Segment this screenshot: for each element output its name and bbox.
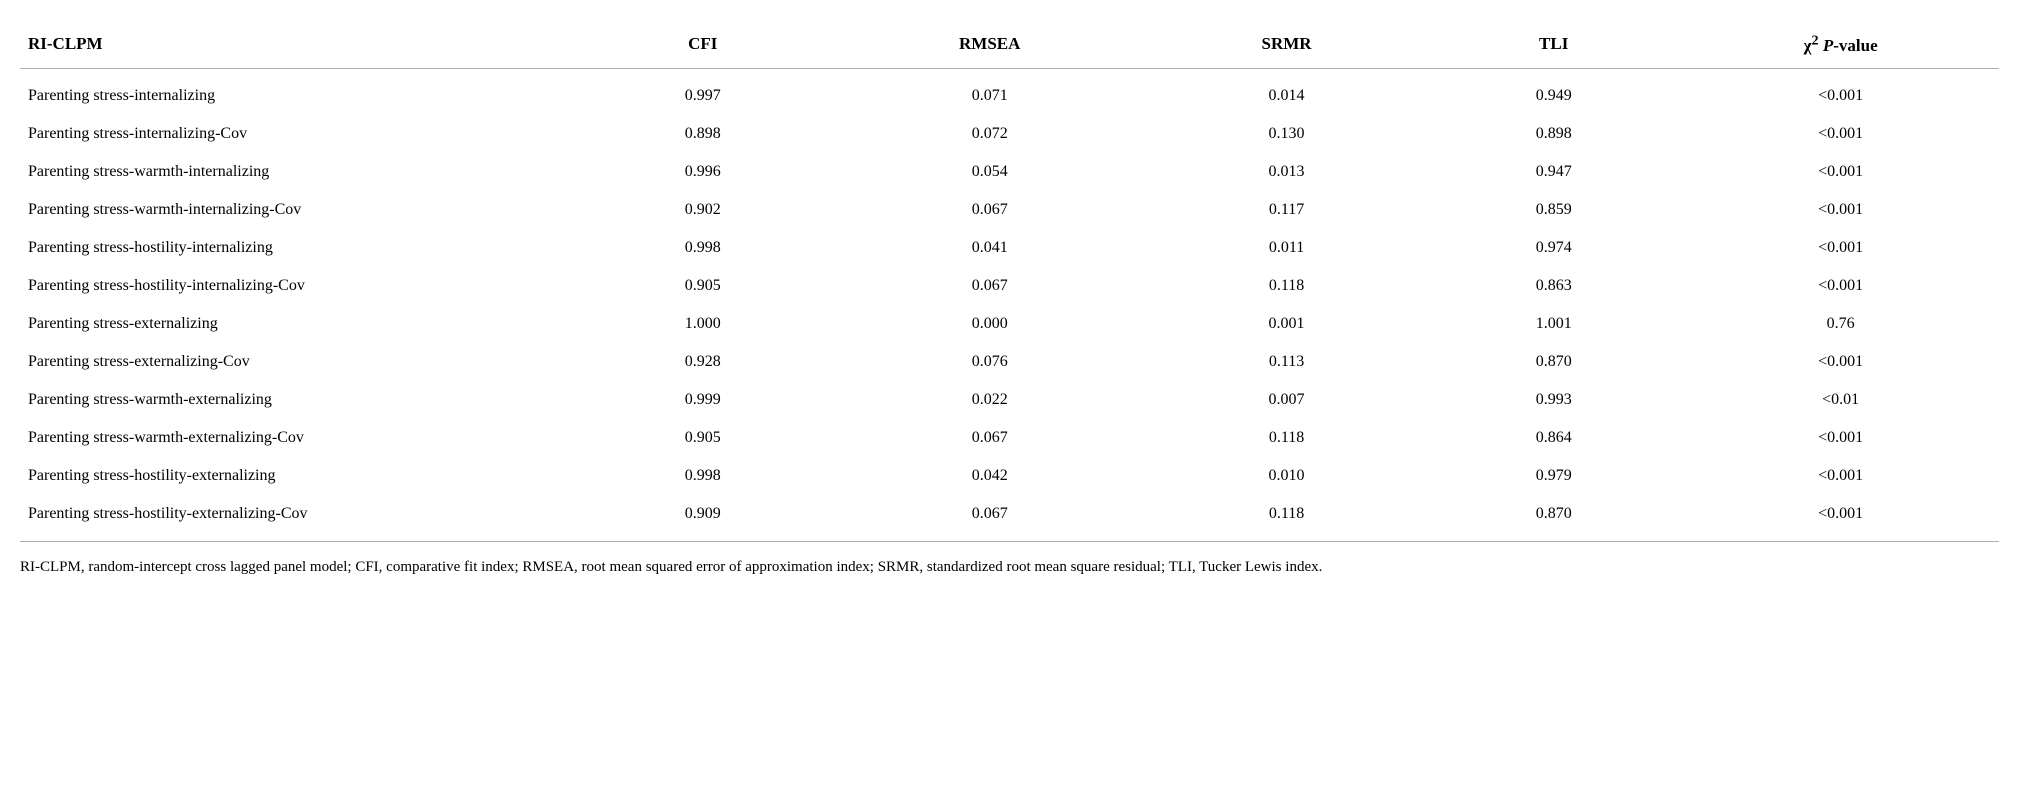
table-cell: 0.998 — [574, 229, 831, 267]
table-cell: Parenting stress-hostility-externalizing — [20, 457, 574, 495]
table-row: Parenting stress-warmth-externalizing-Co… — [20, 419, 1999, 457]
table-row: Parenting stress-hostility-externalizing… — [20, 495, 1999, 541]
table-cell: 0.042 — [831, 457, 1148, 495]
table-cell: 0.870 — [1425, 495, 1682, 541]
table-cell: 0.863 — [1425, 267, 1682, 305]
table-cell: 0.013 — [1148, 153, 1425, 191]
table-cell: Parenting stress-hostility-internalizing — [20, 229, 574, 267]
table-row: Parenting stress-hostility-internalizing… — [20, 267, 1999, 305]
table-cell: 0.113 — [1148, 343, 1425, 381]
table-cell: 0.014 — [1148, 68, 1425, 115]
table-cell: 0.067 — [831, 419, 1148, 457]
table-cell: <0.001 — [1682, 68, 1999, 115]
table-cell: 0.993 — [1425, 381, 1682, 419]
col-header-cfi: CFI — [574, 20, 831, 68]
table-cell: <0.001 — [1682, 191, 1999, 229]
table-cell: 0.902 — [574, 191, 831, 229]
table-cell: Parenting stress-hostility-internalizing… — [20, 267, 574, 305]
table-cell: 0.979 — [1425, 457, 1682, 495]
table-cell: 0.054 — [831, 153, 1148, 191]
table-row: Parenting stress-externalizing-Cov0.9280… — [20, 343, 1999, 381]
table-cell: <0.001 — [1682, 153, 1999, 191]
table-cell: 0.118 — [1148, 419, 1425, 457]
col-header-pvalue: χ2 P-value — [1682, 20, 1999, 68]
table-cell: 0.118 — [1148, 267, 1425, 305]
table-cell: 1.000 — [574, 305, 831, 343]
table-header: RI-CLPM CFI RMSEA SRMR TLI χ2 P-value — [20, 20, 1999, 68]
table-row: Parenting stress-warmth-externalizing0.9… — [20, 381, 1999, 419]
table-cell: 0.998 — [574, 457, 831, 495]
table-cell: 0.909 — [574, 495, 831, 541]
table-cell: 0.041 — [831, 229, 1148, 267]
table-cell: 0.898 — [574, 115, 831, 153]
table-cell: <0.001 — [1682, 419, 1999, 457]
table-cell: Parenting stress-warmth-externalizing-Co… — [20, 419, 574, 457]
table-cell: 0.011 — [1148, 229, 1425, 267]
table-cell: Parenting stress-warmth-internalizing — [20, 153, 574, 191]
table-row: Parenting stress-hostility-internalizing… — [20, 229, 1999, 267]
col-header-tli: TLI — [1425, 20, 1682, 68]
table-cell: 0.928 — [574, 343, 831, 381]
table-cell: 0.130 — [1148, 115, 1425, 153]
table-cell: <0.001 — [1682, 267, 1999, 305]
table-cell: <0.001 — [1682, 115, 1999, 153]
table-cell: <0.001 — [1682, 229, 1999, 267]
table-cell: 0.022 — [831, 381, 1148, 419]
table-cell: 0.905 — [574, 419, 831, 457]
table-row: Parenting stress-externalizing1.0000.000… — [20, 305, 1999, 343]
table-row: Parenting stress-internalizing-Cov0.8980… — [20, 115, 1999, 153]
table-cell: Parenting stress-internalizing — [20, 68, 574, 115]
table-cell: 0.859 — [1425, 191, 1682, 229]
table-cell: 0.067 — [831, 191, 1148, 229]
table-cell: 0.010 — [1148, 457, 1425, 495]
table-cell: 0.007 — [1148, 381, 1425, 419]
col-header-model: RI-CLPM — [20, 20, 574, 68]
table-cell: Parenting stress-hostility-externalizing… — [20, 495, 574, 541]
table-row: Parenting stress-warmth-internalizing-Co… — [20, 191, 1999, 229]
table-cell: 0.067 — [831, 495, 1148, 541]
table-cell: Parenting stress-externalizing — [20, 305, 574, 343]
table-cell: 0.870 — [1425, 343, 1682, 381]
table-cell: 0.76 — [1682, 305, 1999, 343]
table-cell: 0.118 — [1148, 495, 1425, 541]
table-row: Parenting stress-warmth-internalizing0.9… — [20, 153, 1999, 191]
table-cell: 0.067 — [831, 267, 1148, 305]
table-body: Parenting stress-internalizing0.9970.071… — [20, 68, 1999, 541]
table-cell: 1.001 — [1425, 305, 1682, 343]
table-cell: 0.947 — [1425, 153, 1682, 191]
table-cell: 0.071 — [831, 68, 1148, 115]
table-cell: 0.117 — [1148, 191, 1425, 229]
table-cell: 0.076 — [831, 343, 1148, 381]
table-cell: 0.898 — [1425, 115, 1682, 153]
table-row: Parenting stress-internalizing0.9970.071… — [20, 68, 1999, 115]
table-row: Parenting stress-hostility-externalizing… — [20, 457, 1999, 495]
fit-indices-table: RI-CLPM CFI RMSEA SRMR TLI χ2 P-value Pa… — [20, 20, 1999, 541]
table-cell: 0.999 — [574, 381, 831, 419]
col-header-srmr: SRMR — [1148, 20, 1425, 68]
table-cell: Parenting stress-internalizing-Cov — [20, 115, 574, 153]
table-cell: Parenting stress-warmth-internalizing-Co… — [20, 191, 574, 229]
table-cell: 0.905 — [574, 267, 831, 305]
table-cell: 0.001 — [1148, 305, 1425, 343]
table-cell: 0.996 — [574, 153, 831, 191]
table-footnote: RI-CLPM, random-intercept cross lagged p… — [20, 542, 1999, 579]
table-cell: <0.001 — [1682, 495, 1999, 541]
table-cell: 0.864 — [1425, 419, 1682, 457]
table-cell: <0.001 — [1682, 457, 1999, 495]
table-cell: 0.997 — [574, 68, 831, 115]
table-cell: 0.949 — [1425, 68, 1682, 115]
table-cell: <0.01 — [1682, 381, 1999, 419]
table-cell: Parenting stress-warmth-externalizing — [20, 381, 574, 419]
table-cell: Parenting stress-externalizing-Cov — [20, 343, 574, 381]
col-header-rmsea: RMSEA — [831, 20, 1148, 68]
table-cell: 0.000 — [831, 305, 1148, 343]
table-cell: 0.072 — [831, 115, 1148, 153]
table-cell: 0.974 — [1425, 229, 1682, 267]
table-cell: <0.001 — [1682, 343, 1999, 381]
